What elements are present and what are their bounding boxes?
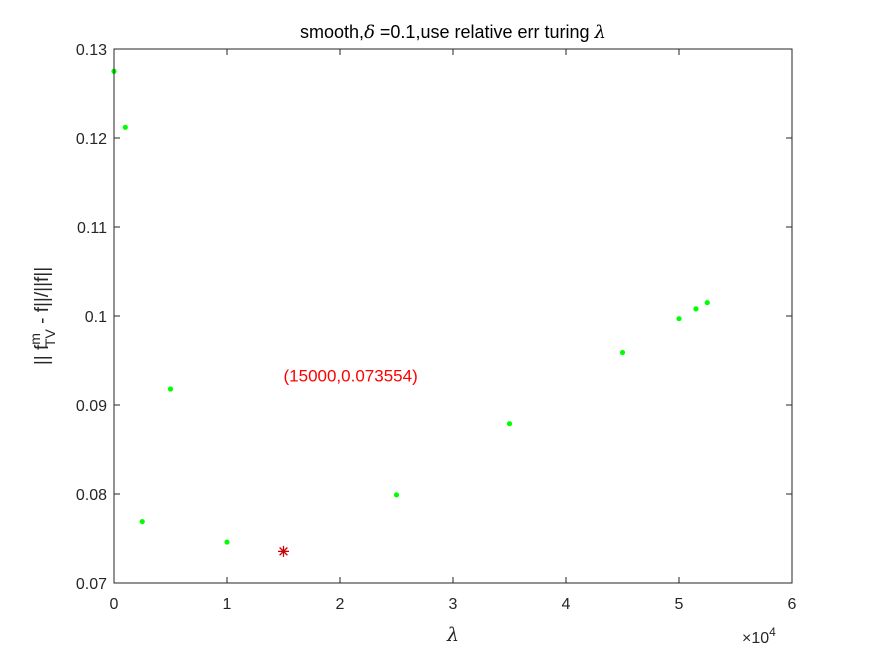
data-marks xyxy=(111,68,710,557)
x-tick-label: 2 xyxy=(336,596,345,613)
data-point xyxy=(167,386,174,392)
y-tick-label: 0.13 xyxy=(76,42,107,59)
x-exponent-label: ×104 xyxy=(742,625,776,647)
x-tick-label: 6 xyxy=(788,596,797,613)
x-tick-label: 3 xyxy=(449,596,458,613)
y-axis-label: || fmTV - f||/||f|| xyxy=(27,267,58,365)
data-point xyxy=(506,421,513,427)
chart-title: smooth,δ =0.1,use relative err turing λ xyxy=(300,22,606,43)
x-tick-label: 0 xyxy=(110,596,119,613)
min-point-annotation: (15000,0.073554) xyxy=(284,367,418,386)
y-tick-label: 0.08 xyxy=(76,487,107,504)
x-axis-label: λ xyxy=(446,624,459,646)
y-tick-label: 0.1 xyxy=(85,309,107,326)
x-tick-label: 4 xyxy=(562,596,571,613)
data-point xyxy=(676,316,682,322)
y-tick-label: 0.12 xyxy=(76,131,107,148)
plot-frame xyxy=(113,48,793,584)
data-point xyxy=(619,349,626,356)
y-tick-label: 0.11 xyxy=(77,220,107,237)
y-tick-label: 0.09 xyxy=(76,398,107,415)
data-point xyxy=(693,306,699,312)
x-tick-label: 1 xyxy=(223,596,232,613)
data-point xyxy=(393,492,400,498)
x-tick-label: 5 xyxy=(675,596,684,613)
data-point xyxy=(224,539,230,545)
y-tick-label: 0.07 xyxy=(76,576,107,593)
data-point xyxy=(704,300,710,306)
plot-background xyxy=(114,49,792,583)
minimum-marker xyxy=(278,545,289,557)
data-point xyxy=(122,124,128,130)
data-point xyxy=(139,518,145,525)
